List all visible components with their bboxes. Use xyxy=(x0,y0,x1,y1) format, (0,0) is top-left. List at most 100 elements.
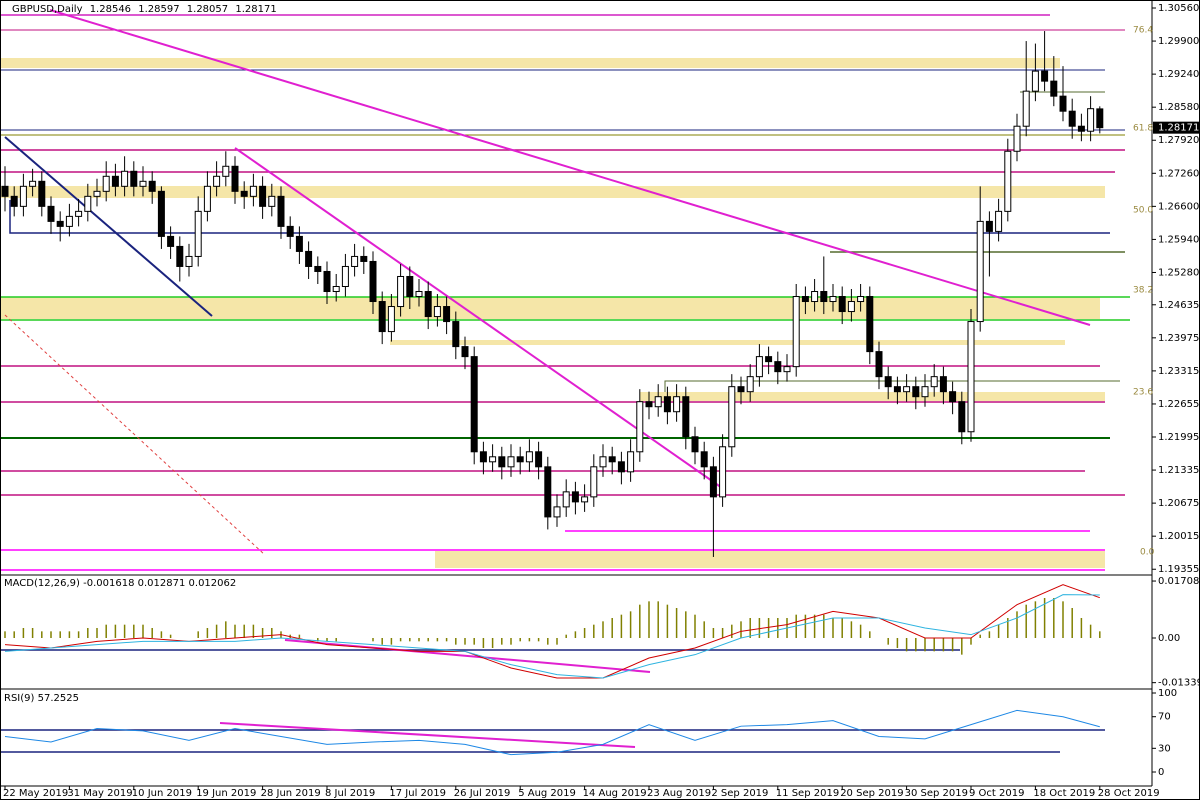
y-tick-label: 70 xyxy=(1158,712,1171,723)
candle-body xyxy=(277,195,285,227)
candle-body xyxy=(976,220,984,323)
y-tick-label: 30 xyxy=(1158,743,1171,754)
candle-body xyxy=(406,275,414,298)
candle-body xyxy=(19,185,27,207)
candle-body xyxy=(332,285,340,293)
x-tick-label: 9 Oct 2019 xyxy=(969,788,1024,799)
y-tick-label: 1.23315 xyxy=(1158,366,1199,377)
candle-body xyxy=(553,506,561,518)
candle-body xyxy=(1050,80,1058,97)
candle-body xyxy=(1059,95,1067,112)
y-tick-label: 1.22655 xyxy=(1158,399,1199,410)
y-tick-label: 1.27920 xyxy=(1158,135,1199,146)
candle-body xyxy=(489,456,497,463)
x-tick-label: 22 May 2019 xyxy=(3,788,68,799)
candle-body xyxy=(893,386,901,393)
candle-body xyxy=(709,466,717,498)
x-tick-label: 11 Sep 2019 xyxy=(776,788,839,799)
candle-body xyxy=(231,165,239,192)
candle-body xyxy=(433,306,441,318)
candle-body xyxy=(498,456,506,468)
y-tick-label: 1.29240 xyxy=(1158,69,1199,80)
candle-body xyxy=(93,190,101,197)
price-tag xyxy=(1153,121,1199,134)
y-tick-label: 1.27260 xyxy=(1158,168,1199,179)
candle-body xyxy=(930,376,938,388)
y-tick-label: 1.28580 xyxy=(1158,102,1199,113)
x-tick-label: 10 Jun 2019 xyxy=(132,788,192,799)
x-tick-label: 19 Jun 2019 xyxy=(196,788,256,799)
candle-body xyxy=(939,376,947,393)
candle-body xyxy=(111,175,119,187)
price-tag-label: 1.28171 xyxy=(1158,123,1199,134)
rsi-title: RSI(9) 57.2525 xyxy=(4,693,79,704)
candle-body xyxy=(29,180,37,187)
candle-body xyxy=(599,456,607,468)
x-tick-label: 18 Oct 2019 xyxy=(1033,788,1095,799)
candle-body xyxy=(139,180,147,187)
y-tick-label: -0.013398 xyxy=(1158,678,1200,689)
candle-body xyxy=(1041,70,1049,82)
candle-body xyxy=(1077,125,1085,132)
x-tick-label: 8 Jul 2019 xyxy=(325,788,375,799)
y-tick-label: 100 xyxy=(1158,688,1177,699)
candle-body xyxy=(305,250,313,267)
candle-body xyxy=(700,451,708,468)
candle-body xyxy=(1022,90,1030,127)
x-tick-label: 5 Aug 2019 xyxy=(518,788,576,799)
candle-body xyxy=(47,205,55,222)
candle-body xyxy=(673,396,681,413)
last-high: 1.28597 xyxy=(138,4,179,15)
last-close: 1.28171 xyxy=(235,4,276,15)
candle-body xyxy=(56,220,64,227)
candle-body xyxy=(323,270,331,293)
candle-body xyxy=(194,210,202,257)
candle-body xyxy=(1031,70,1039,92)
candle-body xyxy=(507,456,515,468)
candle-body xyxy=(617,461,625,473)
y-tick-label: 1.20015 xyxy=(1158,531,1199,542)
candle-body xyxy=(443,306,451,323)
candle-body xyxy=(792,296,800,368)
candle-body xyxy=(544,466,552,518)
symbol-title: GBPUSD,Daily xyxy=(12,4,83,15)
candle-body xyxy=(581,496,589,503)
candle-body xyxy=(121,170,129,187)
candle-body xyxy=(654,396,662,408)
candle-body xyxy=(755,356,763,378)
candle-body xyxy=(663,396,671,413)
candle-body xyxy=(525,451,533,463)
candle-body xyxy=(627,451,635,473)
candle-body xyxy=(1087,108,1095,132)
y-tick-label: 1.20675 xyxy=(1158,498,1199,509)
candle-body xyxy=(903,386,911,393)
candle-body xyxy=(351,255,359,267)
x-tick-label: 26 Jul 2019 xyxy=(454,788,511,799)
candle-body xyxy=(461,346,469,358)
candle-body xyxy=(765,356,773,363)
y-tick-label: 1.29900 xyxy=(1158,36,1199,47)
candle-body xyxy=(10,195,18,207)
x-tick-label: 23 Aug 2019 xyxy=(647,788,711,799)
candle-body xyxy=(378,301,386,333)
candle-body xyxy=(360,255,368,262)
candle-body xyxy=(369,260,377,303)
last-low: 1.28057 xyxy=(187,4,228,15)
candle-body xyxy=(884,376,892,388)
candle-body xyxy=(535,451,543,468)
candle-body xyxy=(452,321,460,348)
candle-body xyxy=(691,436,699,453)
candle-body xyxy=(424,291,432,318)
candle-body xyxy=(75,210,83,217)
candle-body xyxy=(185,255,193,267)
candle-body xyxy=(130,170,138,187)
candle-body xyxy=(415,291,423,298)
candle-body xyxy=(866,296,874,353)
candle-body xyxy=(157,190,165,237)
candle-body xyxy=(774,361,782,373)
candle-body xyxy=(1013,125,1021,152)
candle-body xyxy=(167,235,175,247)
fib-label: 23.6 xyxy=(1133,388,1153,398)
x-tick-label: 31 May 2019 xyxy=(67,788,132,799)
